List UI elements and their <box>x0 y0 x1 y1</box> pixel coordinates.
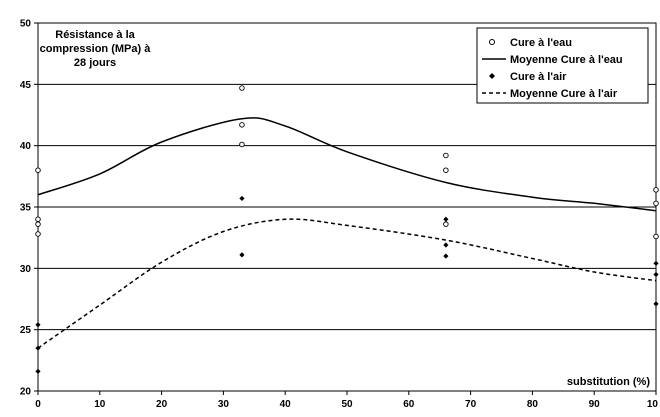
point-cure-eau <box>35 231 41 237</box>
data-points <box>35 85 659 374</box>
point-cure-air <box>653 260 659 267</box>
series-line-3 <box>37 218 657 349</box>
legend-marker-cure-air <box>489 73 495 79</box>
x-tick-label: 80 <box>527 399 539 410</box>
point-cure-air <box>35 345 41 351</box>
series-line-1 <box>37 117 657 212</box>
point-cure-air <box>443 253 449 259</box>
point-cure-eau <box>653 187 659 193</box>
point-cure-eau <box>35 216 41 223</box>
point-cure-air <box>35 322 41 328</box>
legend-label-cure-eau: Cure à l'eau <box>510 37 572 49</box>
point-cure-eau <box>443 221 449 227</box>
point-cure-eau <box>35 167 41 173</box>
point-cure-eau <box>239 122 245 128</box>
point-cure-eau <box>35 221 41 227</box>
x-tick-label: 40 <box>280 399 292 410</box>
y-tick-label: 35 <box>20 203 32 214</box>
legend: Cure à l'eau Moyenne Cure à l'eau Cure à… <box>476 27 649 104</box>
y-axis-ticks: 20 25 30 35 40 45 50 <box>20 19 38 398</box>
x-tick-label: 30 <box>218 399 230 410</box>
point-cure-eau <box>653 233 659 240</box>
title-line-3: 28 jours <box>74 57 116 69</box>
mean-lines <box>37 117 657 349</box>
point-cure-eau <box>239 141 245 148</box>
y-tick-label: 40 <box>20 141 32 152</box>
x-tick-label: 10 <box>647 399 659 410</box>
x-tick-label: 70 <box>465 399 477 410</box>
point-cure-air <box>653 271 659 278</box>
legend-label-cure-air: Cure à l'air <box>510 71 567 83</box>
point-cure-air <box>443 216 449 222</box>
y-tick-label: 30 <box>20 264 32 275</box>
legend-marker-cure-eau <box>489 39 495 45</box>
chart-title: Résistance à la compression (MPa) à 28 j… <box>40 29 152 69</box>
x-axis-title: substitution (%) <box>567 376 650 388</box>
legend-label-moyenne-eau: Moyenne Cure à l'eau <box>510 54 623 66</box>
point-cure-eau <box>443 167 449 173</box>
y-tick-label: 20 <box>20 387 32 398</box>
x-tick-label: 0 <box>35 399 41 410</box>
x-tick-label: 60 <box>403 399 415 410</box>
point-cure-air <box>239 195 245 202</box>
point-cure-eau <box>443 152 449 159</box>
point-cure-air <box>35 368 41 374</box>
legend-box <box>476 27 649 104</box>
y-tick-label: 25 <box>20 325 32 336</box>
title-line-2: compression (MPa) à <box>40 43 152 55</box>
x-tick-label: 50 <box>341 399 353 410</box>
x-tick-label: 90 <box>589 399 601 410</box>
point-cure-air <box>653 301 659 307</box>
y-tick-label: 50 <box>20 19 32 30</box>
legend-label-moyenne-air: Moyenne Cure à l'air <box>510 88 618 100</box>
x-axis-ticks: 0 10 20 30 40 50 60 70 80 90 10 <box>35 391 658 410</box>
x-tick-label: 10 <box>94 399 106 410</box>
point-cure-air <box>443 242 449 248</box>
y-tick-label: 45 <box>20 80 32 91</box>
point-cure-eau <box>239 85 245 91</box>
title-line-1: Résistance à la <box>55 29 135 41</box>
point-cure-eau <box>653 200 659 207</box>
x-tick-label: 20 <box>156 399 168 410</box>
point-cure-air <box>239 252 245 258</box>
